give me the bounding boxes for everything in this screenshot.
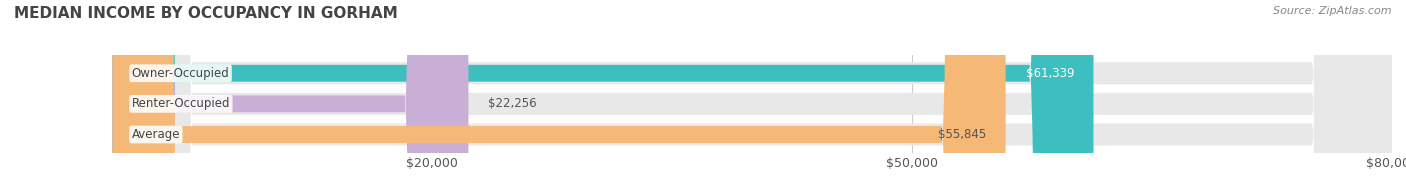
Text: Average: Average (132, 128, 180, 141)
Text: $22,256: $22,256 (488, 97, 536, 110)
FancyBboxPatch shape (112, 0, 1392, 196)
Text: $55,845: $55,845 (938, 128, 987, 141)
FancyBboxPatch shape (112, 0, 1392, 196)
FancyBboxPatch shape (112, 0, 1094, 196)
FancyBboxPatch shape (112, 0, 1005, 196)
FancyBboxPatch shape (112, 0, 1392, 196)
FancyBboxPatch shape (112, 0, 468, 196)
Text: $61,339: $61,339 (1026, 67, 1074, 80)
Text: MEDIAN INCOME BY OCCUPANCY IN GORHAM: MEDIAN INCOME BY OCCUPANCY IN GORHAM (14, 6, 398, 21)
Text: Source: ZipAtlas.com: Source: ZipAtlas.com (1274, 6, 1392, 16)
Text: Renter-Occupied: Renter-Occupied (132, 97, 231, 110)
Text: Owner-Occupied: Owner-Occupied (132, 67, 229, 80)
